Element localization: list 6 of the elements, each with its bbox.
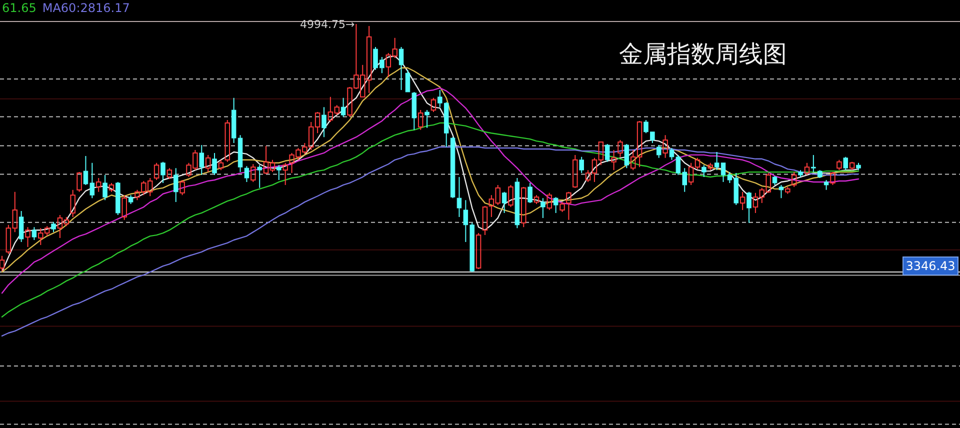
annotation: 4994.75→	[300, 18, 355, 31]
legend-item: MA60:2816.17	[42, 1, 130, 15]
price-tag: 3346.43	[902, 256, 958, 276]
title: 金属指数周线图	[619, 40, 787, 68]
legend-item: 61.65	[2, 1, 36, 15]
annotation: 3346.43	[906, 259, 956, 274]
